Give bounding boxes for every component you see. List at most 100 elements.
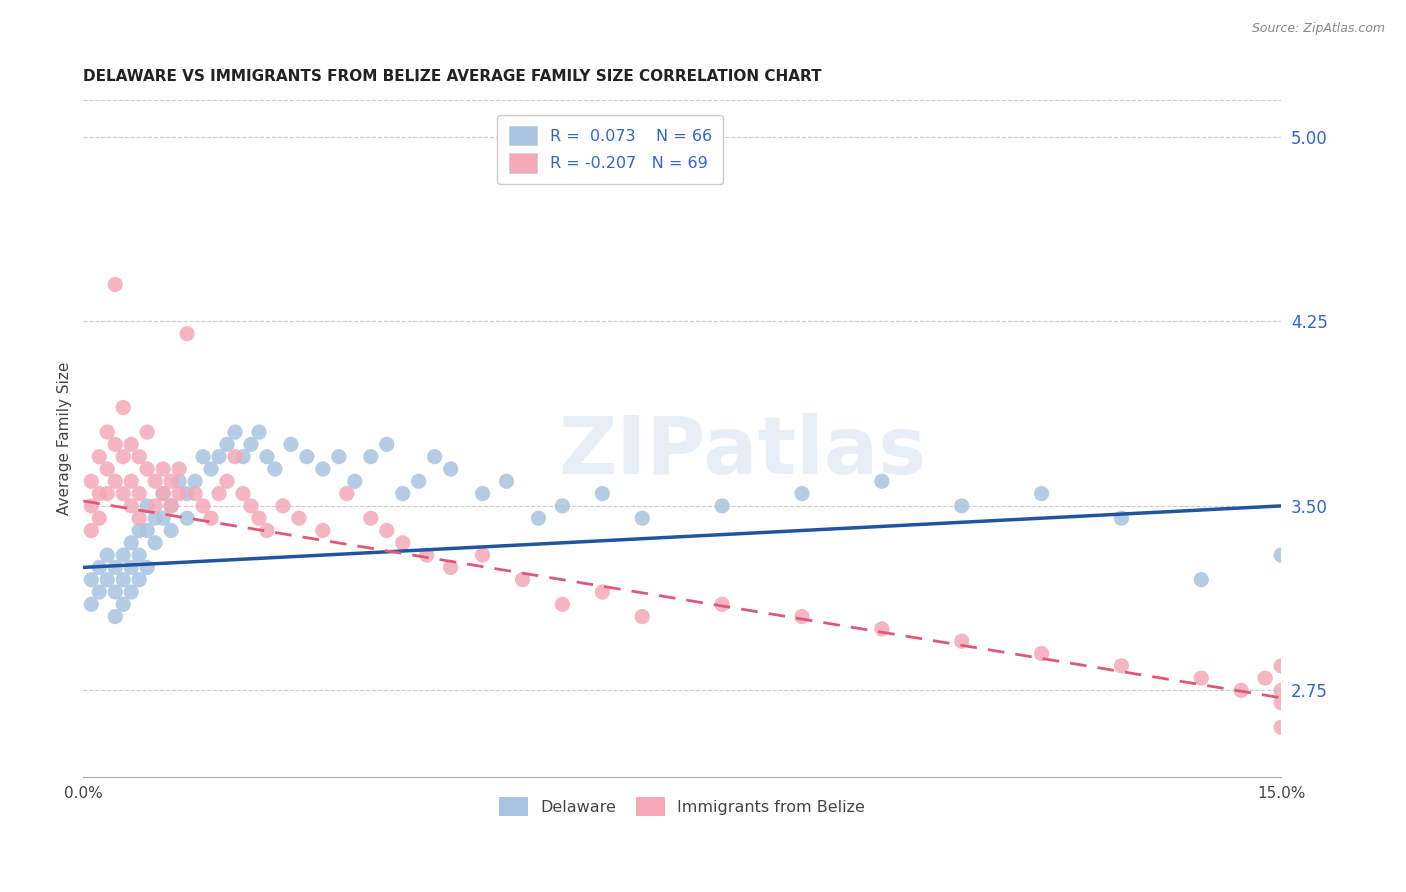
Point xyxy=(160,499,183,513)
Point xyxy=(471,548,494,562)
Point xyxy=(336,486,359,500)
Point xyxy=(89,486,111,500)
Point xyxy=(120,499,142,513)
Point xyxy=(440,560,463,574)
Point xyxy=(128,573,150,587)
Point xyxy=(160,524,183,538)
Point xyxy=(375,437,398,451)
Point xyxy=(191,499,214,513)
Point xyxy=(264,462,287,476)
Point xyxy=(96,548,118,562)
Point xyxy=(1270,683,1292,698)
Point xyxy=(112,450,135,464)
Point xyxy=(104,437,127,451)
Point xyxy=(80,573,103,587)
Point xyxy=(1254,671,1277,685)
Point xyxy=(950,634,973,648)
Point xyxy=(96,462,118,476)
Point xyxy=(112,573,135,587)
Point xyxy=(256,450,278,464)
Point xyxy=(200,462,222,476)
Point xyxy=(360,511,382,525)
Point xyxy=(495,475,517,489)
Point xyxy=(256,524,278,538)
Point xyxy=(1031,486,1053,500)
Point xyxy=(224,425,246,439)
Text: Source: ZipAtlas.com: Source: ZipAtlas.com xyxy=(1251,22,1385,36)
Point xyxy=(128,548,150,562)
Point xyxy=(870,622,893,636)
Point xyxy=(591,585,613,599)
Point xyxy=(112,597,135,611)
Point xyxy=(288,511,311,525)
Point xyxy=(176,511,198,525)
Point xyxy=(160,499,183,513)
Point xyxy=(328,450,350,464)
Point xyxy=(1111,658,1133,673)
Point xyxy=(143,536,166,550)
Point xyxy=(408,475,430,489)
Point xyxy=(215,475,238,489)
Point xyxy=(120,560,142,574)
Point xyxy=(1270,658,1292,673)
Text: DELAWARE VS IMMIGRANTS FROM BELIZE AVERAGE FAMILY SIZE CORRELATION CHART: DELAWARE VS IMMIGRANTS FROM BELIZE AVERA… xyxy=(83,69,823,84)
Point xyxy=(1189,671,1212,685)
Point xyxy=(280,437,302,451)
Point xyxy=(1270,696,1292,710)
Point xyxy=(96,486,118,500)
Point xyxy=(80,499,103,513)
Point xyxy=(120,585,142,599)
Point xyxy=(152,511,174,525)
Point xyxy=(136,462,159,476)
Point xyxy=(104,609,127,624)
Point xyxy=(136,425,159,439)
Point xyxy=(120,437,142,451)
Point xyxy=(104,475,127,489)
Point xyxy=(950,499,973,513)
Point xyxy=(631,609,654,624)
Point xyxy=(184,486,207,500)
Point xyxy=(128,486,150,500)
Point xyxy=(790,609,813,624)
Point xyxy=(89,450,111,464)
Point xyxy=(120,475,142,489)
Point xyxy=(232,450,254,464)
Point xyxy=(1111,511,1133,525)
Point xyxy=(512,573,534,587)
Point xyxy=(104,585,127,599)
Point xyxy=(711,499,734,513)
Point xyxy=(143,511,166,525)
Point xyxy=(312,462,335,476)
Point xyxy=(271,499,294,513)
Point xyxy=(89,511,111,525)
Point xyxy=(711,597,734,611)
Point xyxy=(80,524,103,538)
Point xyxy=(128,511,150,525)
Point xyxy=(112,486,135,500)
Point xyxy=(423,450,446,464)
Point xyxy=(160,475,183,489)
Point xyxy=(527,511,550,525)
Point xyxy=(1230,683,1253,698)
Point xyxy=(89,585,111,599)
Point xyxy=(1270,548,1292,562)
Point xyxy=(208,450,231,464)
Point xyxy=(360,450,382,464)
Point xyxy=(631,511,654,525)
Point xyxy=(143,499,166,513)
Point xyxy=(80,475,103,489)
Point xyxy=(152,462,174,476)
Point xyxy=(1189,573,1212,587)
Point xyxy=(128,524,150,538)
Point xyxy=(128,450,150,464)
Point xyxy=(232,486,254,500)
Point xyxy=(200,511,222,525)
Point xyxy=(391,486,413,500)
Point xyxy=(375,524,398,538)
Point xyxy=(112,548,135,562)
Point xyxy=(471,486,494,500)
Point xyxy=(136,560,159,574)
Point xyxy=(551,597,574,611)
Point xyxy=(136,524,159,538)
Point xyxy=(152,486,174,500)
